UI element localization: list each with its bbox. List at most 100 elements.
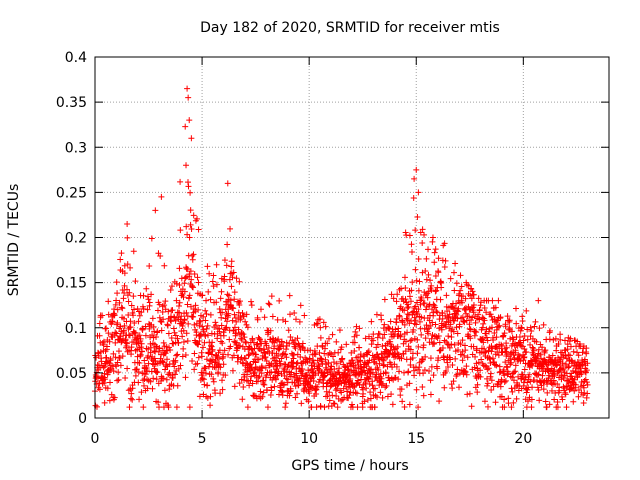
data-point	[461, 368, 468, 375]
data-point	[371, 404, 378, 411]
data-point	[205, 349, 212, 356]
data-point	[305, 378, 312, 385]
data-point	[404, 301, 411, 308]
data-point	[202, 332, 209, 339]
data-point	[457, 351, 464, 358]
data-point	[408, 287, 415, 294]
data-point	[519, 373, 526, 380]
data-point	[536, 325, 543, 332]
data-point	[297, 353, 304, 360]
data-point	[415, 306, 422, 313]
data-point	[188, 225, 195, 232]
data-point	[294, 359, 301, 366]
data-point	[283, 354, 290, 361]
data-point	[213, 281, 220, 288]
data-point	[565, 364, 572, 371]
data-point	[286, 392, 293, 399]
data-point	[488, 377, 495, 384]
data-point	[132, 278, 139, 285]
data-point	[316, 316, 323, 323]
data-point	[379, 394, 386, 401]
data-point	[535, 297, 542, 304]
data-point	[190, 251, 197, 258]
y-tick-label: 0.15	[56, 276, 87, 292]
data-point	[485, 347, 492, 354]
data-point	[230, 305, 237, 312]
data-point	[362, 378, 369, 385]
data-point	[451, 341, 458, 348]
data-point	[115, 369, 122, 376]
data-point	[456, 384, 463, 391]
data-point	[212, 319, 219, 326]
x-tick-label: 0	[91, 431, 100, 447]
data-point	[502, 321, 509, 328]
data-point	[327, 366, 334, 373]
data-point	[441, 264, 448, 271]
data-point	[363, 363, 370, 370]
data-point	[370, 331, 377, 338]
data-point	[110, 350, 117, 357]
data-point	[296, 318, 303, 325]
data-point	[305, 367, 312, 374]
data-point	[94, 349, 101, 356]
data-point	[131, 320, 138, 327]
data-point	[295, 381, 302, 388]
data-point	[517, 358, 524, 365]
data-point	[581, 356, 588, 363]
data-point	[324, 393, 331, 400]
data-point	[546, 372, 553, 379]
data-point	[336, 365, 343, 372]
data-point	[345, 366, 352, 373]
data-point	[172, 371, 179, 378]
data-point	[379, 335, 386, 342]
data-point	[246, 382, 253, 389]
data-point	[228, 263, 235, 270]
data-point	[407, 346, 414, 353]
data-point	[405, 368, 412, 375]
data-point	[136, 332, 143, 339]
data-point	[221, 347, 228, 354]
data-point	[299, 370, 306, 377]
data-point	[102, 376, 109, 383]
data-point	[220, 353, 227, 360]
data-point	[185, 183, 192, 190]
data-point	[154, 307, 161, 314]
data-point	[176, 281, 183, 288]
data-point	[282, 404, 289, 411]
data-point	[134, 305, 141, 312]
data-point	[458, 283, 465, 290]
data-point	[510, 336, 517, 343]
data-point	[435, 333, 442, 340]
data-point	[510, 377, 517, 384]
data-point	[512, 305, 519, 312]
data-point	[261, 314, 268, 321]
data-point	[520, 337, 527, 344]
data-point	[209, 346, 216, 353]
data-point	[124, 261, 131, 268]
data-point	[357, 368, 364, 375]
data-point	[140, 292, 147, 299]
data-point	[215, 355, 222, 362]
data-point	[463, 363, 470, 370]
data-point	[269, 313, 276, 320]
data-point	[410, 326, 417, 333]
data-point	[581, 377, 588, 384]
y-axis-label: SRMTID / TECUs	[6, 184, 22, 297]
data-point	[407, 361, 414, 368]
data-point	[544, 381, 551, 388]
data-point	[471, 364, 478, 371]
data-point	[449, 361, 456, 368]
data-point	[456, 370, 463, 377]
data-point	[313, 386, 320, 393]
data-point	[199, 344, 206, 351]
data-point	[230, 352, 237, 359]
data-point	[275, 346, 282, 353]
data-point	[541, 349, 548, 356]
data-point	[437, 347, 444, 354]
data-point	[285, 327, 292, 334]
data-point	[164, 321, 171, 328]
data-point	[224, 241, 231, 248]
data-point	[388, 375, 395, 382]
data-point	[192, 302, 199, 309]
